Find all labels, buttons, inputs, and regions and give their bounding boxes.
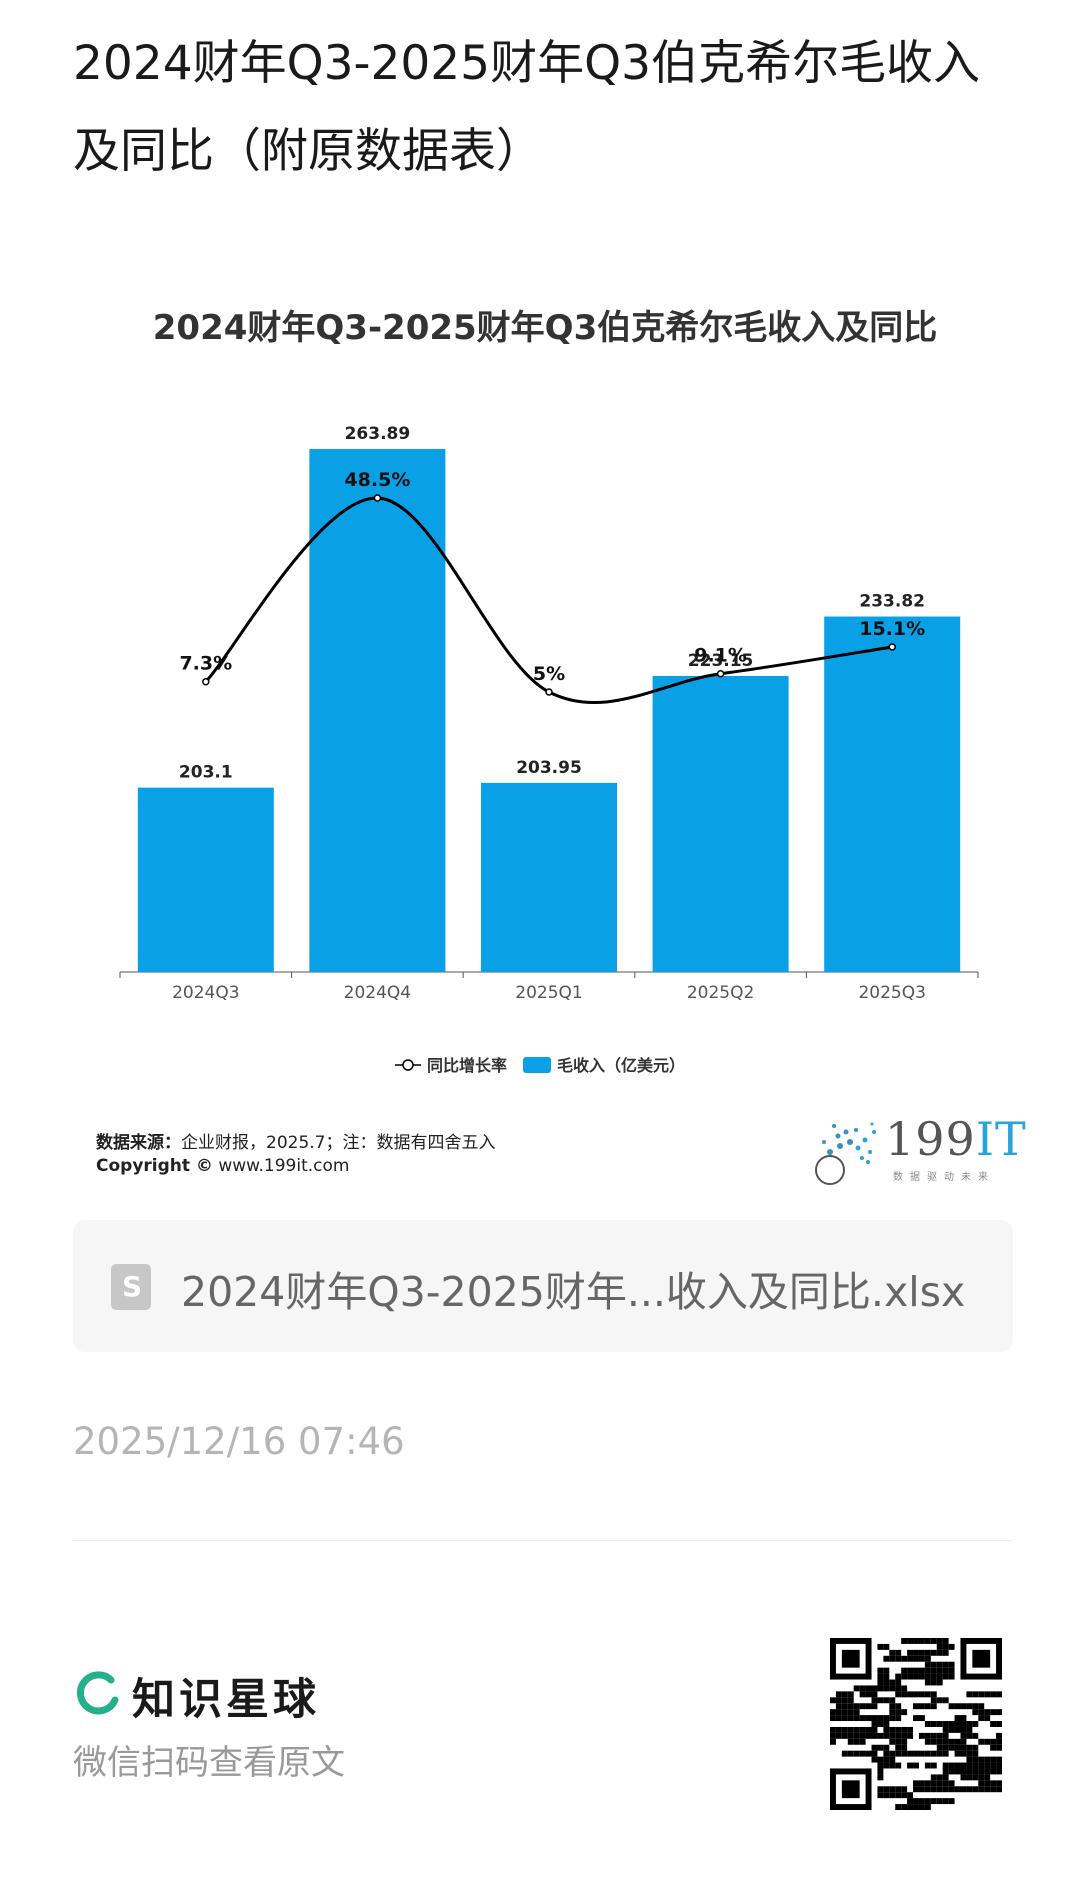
line-point: [545, 688, 553, 696]
brand-logo-icon: [815, 1122, 876, 1185]
scan-hint: 微信扫码查看原文: [73, 1743, 345, 1783]
brand-name-accent: IT: [975, 1112, 1027, 1166]
copyright-label: Copyright ©: [96, 1156, 213, 1176]
chart-title: 2024财年Q3-2025财年Q3伯克希尔毛收入及同比: [152, 308, 938, 348]
bar-data-label: 233.82: [859, 592, 925, 612]
copyright-line: Copyright © www.199it.com: [96, 1156, 349, 1176]
line-point: [716, 669, 725, 678]
qr-code-icon[interactable]: [830, 1638, 1002, 1810]
line-point: [888, 643, 896, 651]
line-data-label: 15.1%: [859, 618, 925, 640]
brand-name-number: 199: [885, 1112, 976, 1166]
legend-label: 毛收入（亿美元）: [557, 1056, 685, 1075]
brand-tagline: 数据驱动未来: [893, 1172, 995, 1183]
x-tick-label: 2024Q3: [172, 983, 239, 1003]
legend-label: 同比增长率: [427, 1056, 507, 1075]
line-data-label: 7.3%: [179, 653, 232, 675]
file-icon-letter: S: [122, 1270, 143, 1303]
source-label: 数据来源：: [96, 1133, 181, 1153]
source-line: 数据来源：企业财报，2025.7；注：数据有四舍五入: [96, 1128, 495, 1153]
x-tick-label: 2025Q1: [515, 983, 582, 1003]
bar-data-label: 203.95: [516, 758, 582, 778]
chart-svg: 203.1 2024Q3 263.89 2024Q4 203.95 2025Q1 223.1…: [119, 424, 979, 1075]
bar-data-label: 263.89: [345, 424, 411, 444]
legend-bar-swatch: [523, 1057, 551, 1073]
yoy-growth-line: [204, 496, 893, 704]
bar: [309, 449, 446, 972]
line-data-label: 48.5%: [344, 469, 410, 491]
post-timestamp: 2025/12/16 07:46: [73, 1420, 405, 1463]
line-data-label: 9.1%: [694, 645, 747, 667]
file-name: 2024财年Q3-2025财年...收入及同比.xlsx: [181, 1268, 966, 1316]
bar: [824, 616, 961, 972]
chart-card: 2024财年Q3-2025财年Q3伯克希尔毛收入及同比 203.1 2024Q3 2…: [73, 250, 1017, 1200]
x-tick-label: 2024Q4: [344, 983, 411, 1003]
copyright-url: www.199it.com: [218, 1156, 350, 1176]
bar: [137, 787, 274, 972]
zsxq-logo-icon: [76, 1671, 119, 1715]
brand-name: 199IT: [885, 1112, 1027, 1166]
divider: [73, 1540, 1013, 1541]
source-text: 企业财报，2025.7；注：数据有四舍五入: [181, 1133, 496, 1153]
attachment-file-card[interactable]: S 2024财年Q3-2025财年...收入及同比.xlsx: [73, 1220, 1013, 1352]
bar: [652, 675, 789, 972]
line-data-label: 5%: [533, 663, 565, 685]
page-title: 2024财年Q3-2025财年Q3伯克希尔毛收入及同比（附原数据表）: [73, 36, 980, 179]
spreadsheet-file-icon: S: [111, 1264, 151, 1310]
bar-data-label: 203.1: [179, 763, 233, 783]
x-tick-label: 2025Q3: [858, 983, 925, 1003]
bar: [481, 782, 617, 972]
bar-data-label: 223.15: [688, 651, 754, 671]
line-point: [373, 494, 382, 502]
legend-line-marker: [402, 1059, 414, 1071]
x-tick-label: 2025Q2: [687, 983, 754, 1003]
app-name: 知识星球: [132, 1675, 320, 1725]
line-point: [202, 677, 210, 686]
